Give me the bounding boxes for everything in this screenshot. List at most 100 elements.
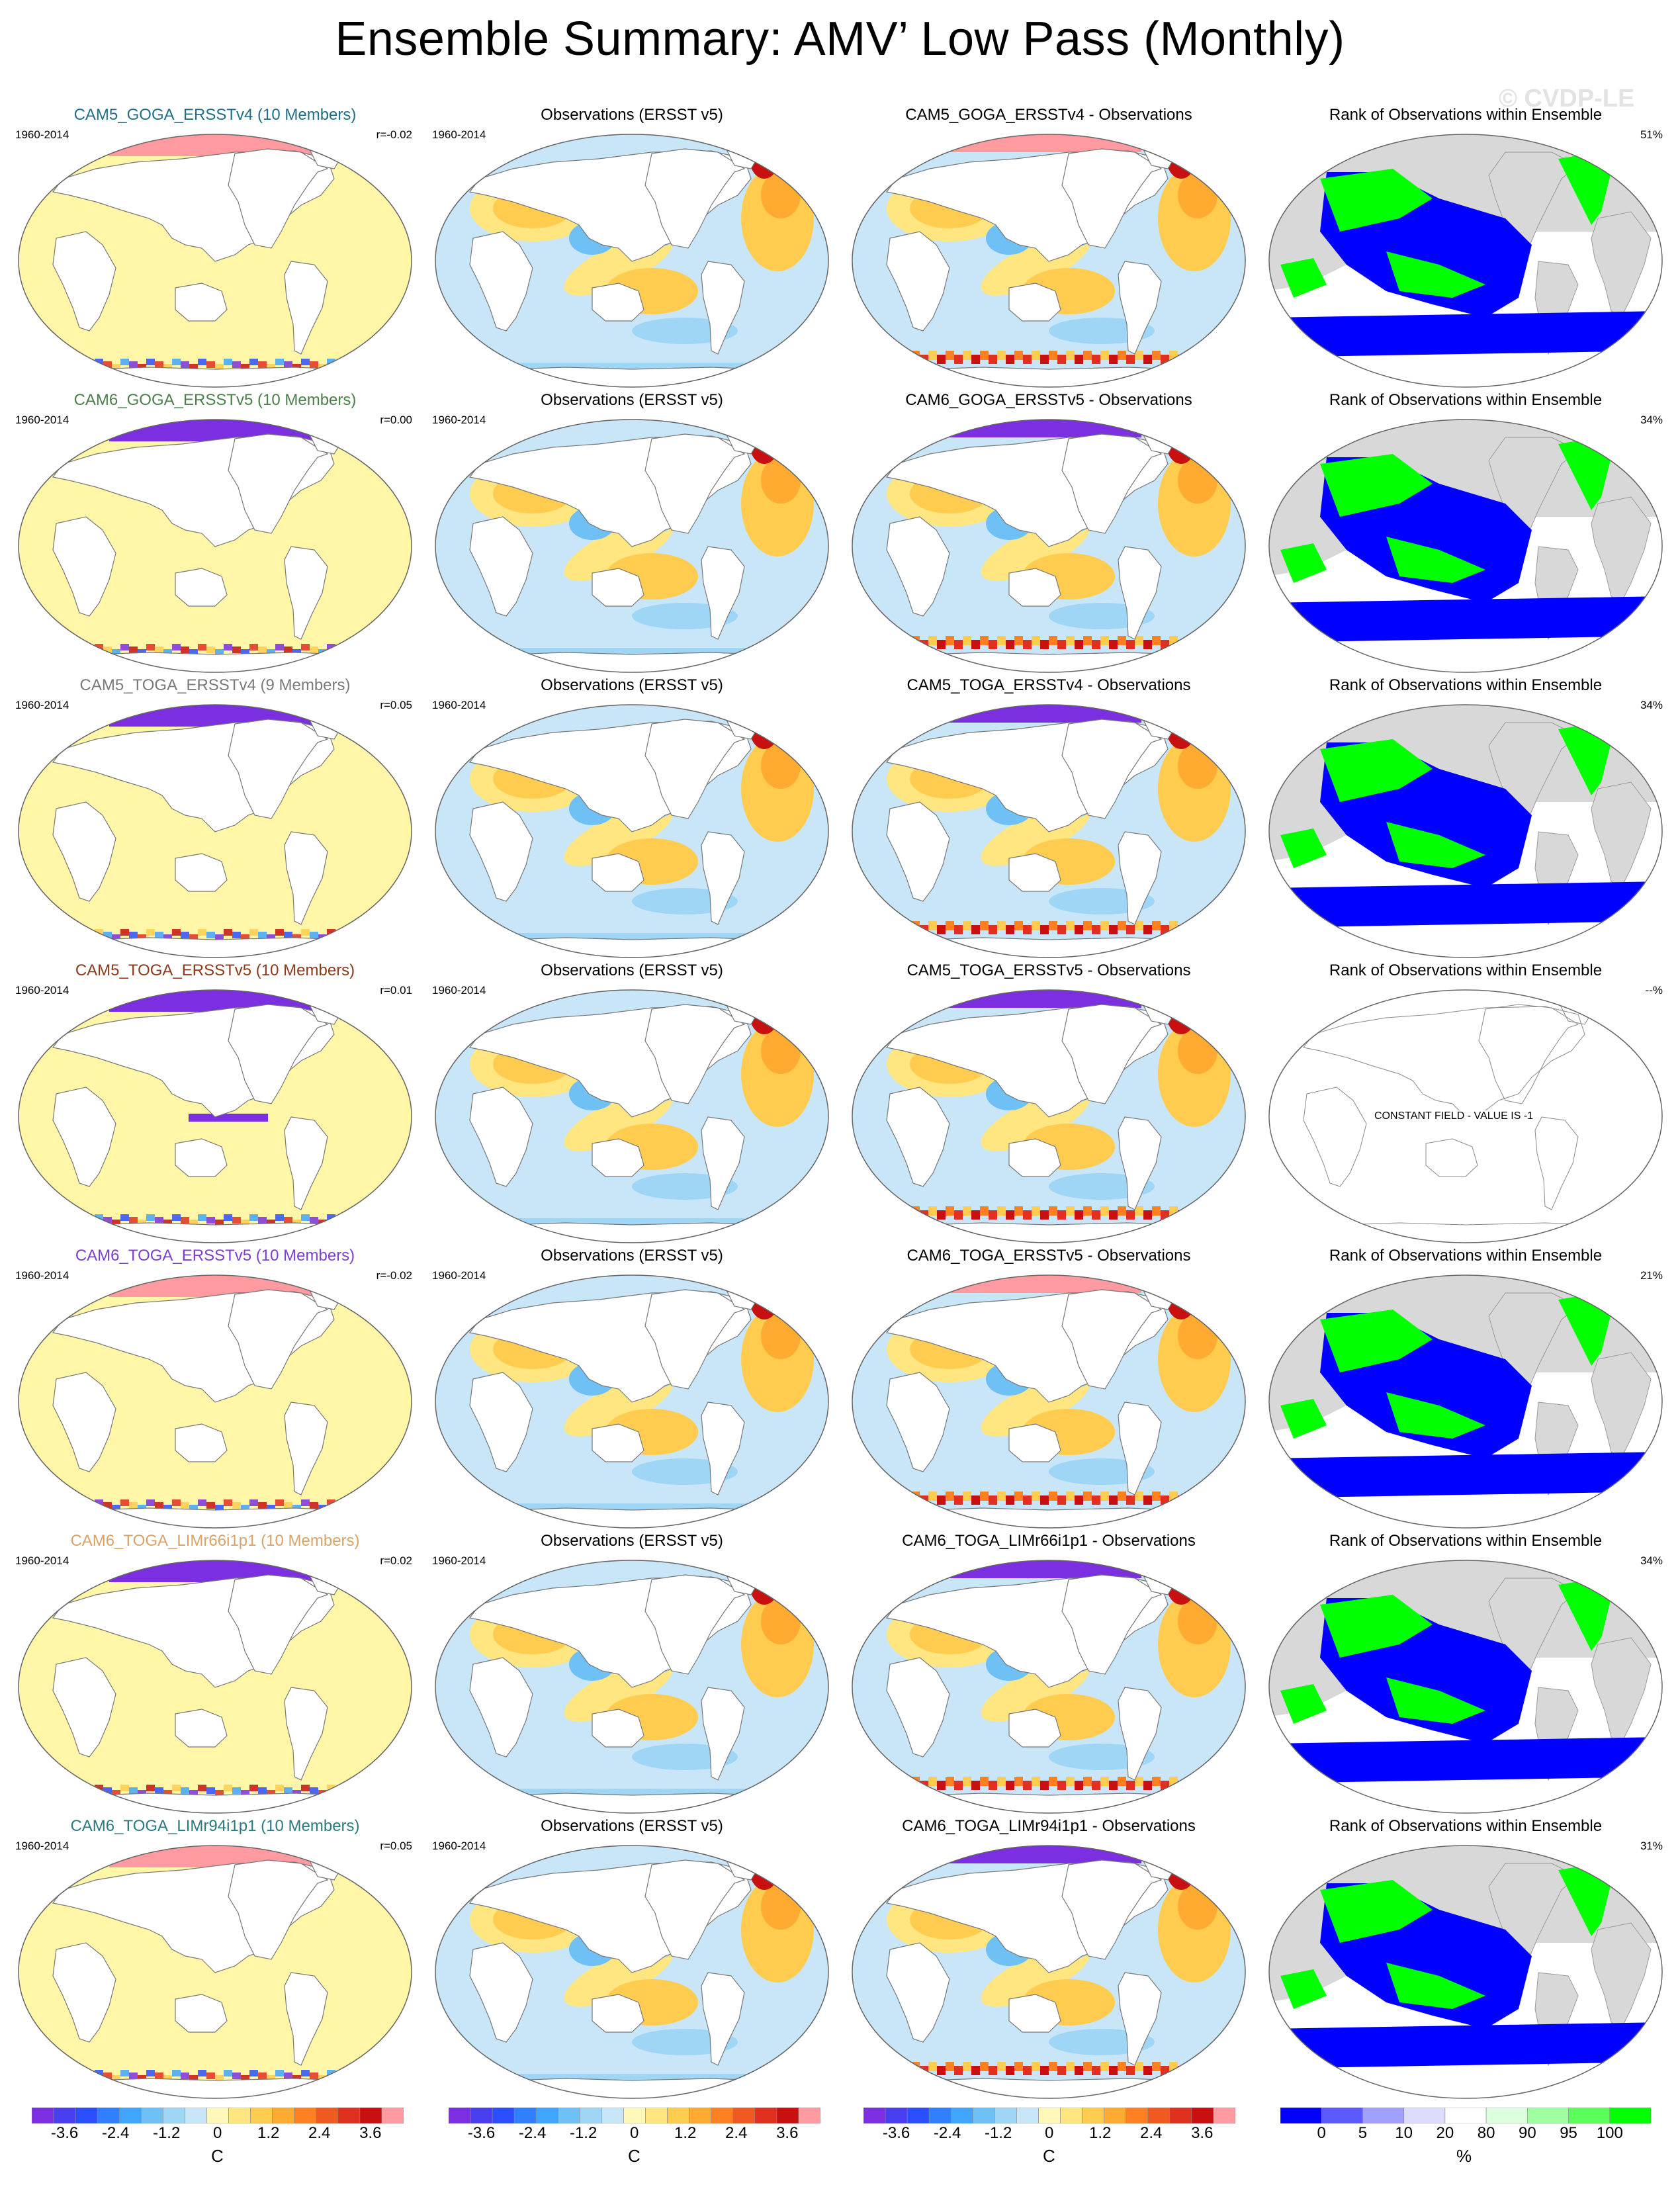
colorbar-swatch [1082, 2108, 1104, 2123]
period-label: 1960-2014 [432, 1840, 486, 1852]
map-panel-model: CAM6_TOGA_ERSSTv5 (10 Members) 1960-2014 r… [10, 1247, 420, 1531]
colorbar-swatch [950, 2108, 973, 2123]
globe-map [852, 1560, 1246, 1814]
map-panel-obs: Observations (ERSST v5) 1960-2014 [427, 1532, 837, 1816]
map-panel-rank: Rank of Observations within Ensemble --% C… [1260, 961, 1671, 1246]
colorbar-tick-label: -1.2 [984, 2124, 1012, 2142]
map-panel-model: CAM5_TOGA_ERSSTv4 (9 Members) 1960-2014 r=… [10, 676, 420, 961]
period-label: 1960-2014 [432, 128, 486, 141]
colorbar-swatch [316, 2108, 339, 2123]
colorbar-swatch [557, 2108, 580, 2123]
colorbar-swatch [623, 2108, 646, 2123]
colorbar-swatch [1191, 2108, 1214, 2123]
colorbar-tick-label: 100 [1596, 2124, 1623, 2142]
pattern-correlation: r=0.02 [380, 1554, 412, 1567]
observation-title: Observations (ERSST v5) [541, 676, 723, 694]
colorbar-swatch [32, 2108, 54, 2123]
rank-field [1269, 420, 1662, 672]
colorbar-tick-label: 0 [212, 2124, 222, 2142]
map-panel-obs: Observations (ERSST v5) 1960-2014 [427, 106, 837, 390]
colorbar-swatch [206, 2108, 229, 2123]
observation-title: Observations (ERSST v5) [541, 1817, 723, 1835]
colorbar-obs [449, 2108, 820, 2123]
colorbar-swatch [1038, 2108, 1061, 2123]
model-title: CAM6_GOGA_ERSSTv5 (10 Members) [73, 391, 357, 409]
observation-field [435, 990, 828, 1243]
observation-title: Observations (ERSST v5) [541, 391, 723, 409]
model-field [19, 705, 412, 958]
observation-field [435, 1846, 828, 2098]
period-label: 1960-2014 [432, 414, 486, 426]
colorbar-swatch [53, 2108, 76, 2123]
colorbar-swatch [732, 2108, 756, 2123]
colorbar-swatch [1016, 2108, 1039, 2123]
pattern-correlation: r=0.01 [380, 984, 412, 997]
map-panel-rank: Rank of Observations within Ensemble 31% [1260, 1817, 1671, 2102]
watermark: © CVDP-LE [1499, 85, 1635, 112]
period-label: 1960-2014 [432, 984, 486, 997]
model-field [19, 420, 412, 672]
colorbar-swatch [885, 2108, 908, 2123]
globe-map [435, 134, 829, 388]
colorbar-swatch [1362, 2108, 1404, 2123]
model-field [19, 1275, 412, 1528]
colorbar-swatch [97, 2108, 120, 2123]
colorbar-swatch [294, 2108, 317, 2123]
model-title: CAM6_TOGA_LIMr66i1p1 (10 Members) [70, 1532, 360, 1550]
difference-field [852, 1560, 1245, 1813]
map-panel-obs: Observations (ERSST v5) 1960-2014 [427, 676, 837, 961]
colorbar-tick-label: -1.2 [569, 2124, 597, 2142]
colorbar-diff-unit: C [1043, 2146, 1055, 2166]
rank-percent: 31% [1640, 1840, 1663, 1852]
difference-field [852, 990, 1245, 1243]
period-label: 1960-2014 [15, 1269, 69, 1282]
difference-field [852, 1275, 1245, 1528]
globe-map [435, 704, 829, 958]
colorbar-swatch [928, 2108, 951, 2123]
globe-map [1268, 419, 1663, 673]
colorbar-swatch [118, 2108, 142, 2123]
model-title: CAM5_TOGA_ERSSTv4 (9 Members) [79, 676, 351, 694]
difference-title: CAM5_TOGA_ERSSTv5 - Observations [906, 961, 1191, 979]
difference-title: CAM5_TOGA_ERSSTv4 - Observations [906, 676, 1191, 694]
colorbar-swatch [513, 2108, 537, 2123]
colorbar-model-unit: C [211, 2146, 224, 2166]
colorbar-swatch [972, 2108, 995, 2123]
globe-map [1268, 134, 1663, 388]
colorbar-swatch [163, 2108, 185, 2123]
colorbar-tick-label: 1.2 [674, 2124, 697, 2142]
period-label: 1960-2014 [432, 1554, 486, 1567]
colorbar-rank [1280, 2108, 1651, 2123]
colorbar-tick-label: 3.6 [359, 2124, 382, 2142]
colorbar-swatch [185, 2108, 207, 2123]
map-panel-model: CAM5_GOGA_ERSSTv4 (10 Members) 1960-2014 r… [10, 106, 420, 390]
colorbar-tick-label: 1.2 [1089, 2124, 1112, 2142]
globe-map [435, 1845, 829, 2099]
map-panel-model: CAM6_TOGA_LIMr66i1p1 (10 Members) 1960-20… [10, 1532, 420, 1816]
colorbar-swatch [272, 2108, 295, 2123]
observation-title: Observations (ERSST v5) [541, 1532, 723, 1550]
period-label: 1960-2014 [432, 1269, 486, 1282]
colorbar-swatch [75, 2108, 98, 2123]
globe-map [18, 704, 412, 958]
globe-map [18, 1274, 412, 1529]
colorbar-swatch [645, 2108, 668, 2123]
colorbar-tick-label: 3.6 [776, 2124, 799, 2142]
model-field [19, 1560, 412, 1813]
map-panel-model: CAM5_TOGA_ERSSTv5 (10 Members) 1960-2014 r… [10, 961, 420, 1246]
observation-title: Observations (ERSST v5) [541, 106, 723, 124]
period-label: 1960-2014 [15, 984, 69, 997]
colorbar-swatch [1060, 2108, 1083, 2123]
colorbar-swatch [995, 2108, 1017, 2123]
globe-map [435, 1274, 829, 1529]
rank-percent: 34% [1640, 699, 1663, 711]
period-label: 1960-2014 [432, 699, 486, 711]
colorbar-swatch [1568, 2108, 1611, 2123]
globe-map [435, 989, 829, 1243]
colorbar-tick-label: 95 [1560, 2124, 1577, 2142]
map-panel-diff: CAM6_GOGA_ERSSTv5 - Observations [844, 391, 1254, 676]
colorbar-swatch [228, 2108, 251, 2123]
colorbar-swatch [337, 2108, 361, 2123]
colorbar-swatch [580, 2108, 602, 2123]
observation-title: Observations (ERSST v5) [541, 961, 723, 979]
